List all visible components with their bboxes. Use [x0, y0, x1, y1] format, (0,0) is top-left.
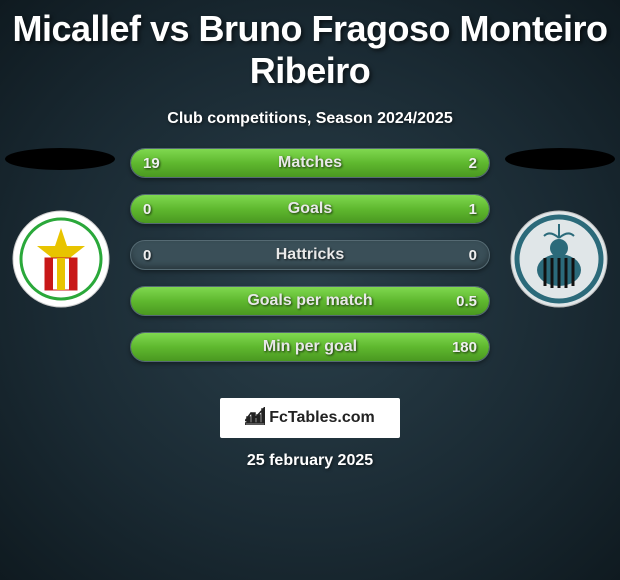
- player-right-shadow: [505, 148, 615, 170]
- stat-value-left: 19: [143, 149, 160, 177]
- player-right-badge: [510, 210, 608, 308]
- stat-value-right: 1: [469, 195, 477, 223]
- subtitle: Club competitions, Season 2024/2025: [0, 110, 620, 128]
- brand-box[interactable]: FcTables.com: [220, 398, 400, 438]
- stat-row: Hattricks0 0: [130, 240, 490, 270]
- stat-value-right: 0.5: [456, 287, 477, 315]
- stat-bars: Matches192Goals01Hattricks00Goals per ma…: [130, 148, 490, 378]
- stat-row: Matches19 2: [130, 148, 490, 178]
- player-left-shadow: [5, 148, 115, 170]
- stat-label: Hattricks: [131, 241, 489, 269]
- stat-row: Min per goal180: [130, 332, 490, 362]
- stat-row: Goals0 1: [130, 194, 490, 224]
- stat-value-left: 0: [143, 195, 151, 223]
- stat-label: Goals: [131, 195, 489, 223]
- page-title: Micallef vs Bruno Fragoso Monteiro Ribei…: [0, 0, 620, 92]
- club-badge-left-icon: [12, 210, 110, 308]
- stat-value-left: 0: [143, 241, 151, 269]
- stat-value-right: 180: [452, 333, 477, 361]
- brand-text: FcTables.com: [269, 409, 375, 427]
- date-label: 25 february 2025: [0, 452, 620, 470]
- stat-value-right: 0: [469, 241, 477, 269]
- stat-label: Matches: [131, 149, 489, 177]
- comparison-card: Micallef vs Bruno Fragoso Monteiro Ribei…: [0, 0, 620, 580]
- bar-chart-icon: [245, 407, 265, 430]
- stat-label: Goals per match: [131, 287, 489, 315]
- player-left-badge: [12, 210, 110, 308]
- club-badge-right-icon: [510, 210, 608, 308]
- stat-row: Goals per match0.5: [130, 286, 490, 316]
- stat-value-right: 2: [469, 149, 477, 177]
- stat-label: Min per goal: [131, 333, 489, 361]
- stats-area: Matches192Goals01Hattricks00Goals per ma…: [0, 148, 620, 388]
